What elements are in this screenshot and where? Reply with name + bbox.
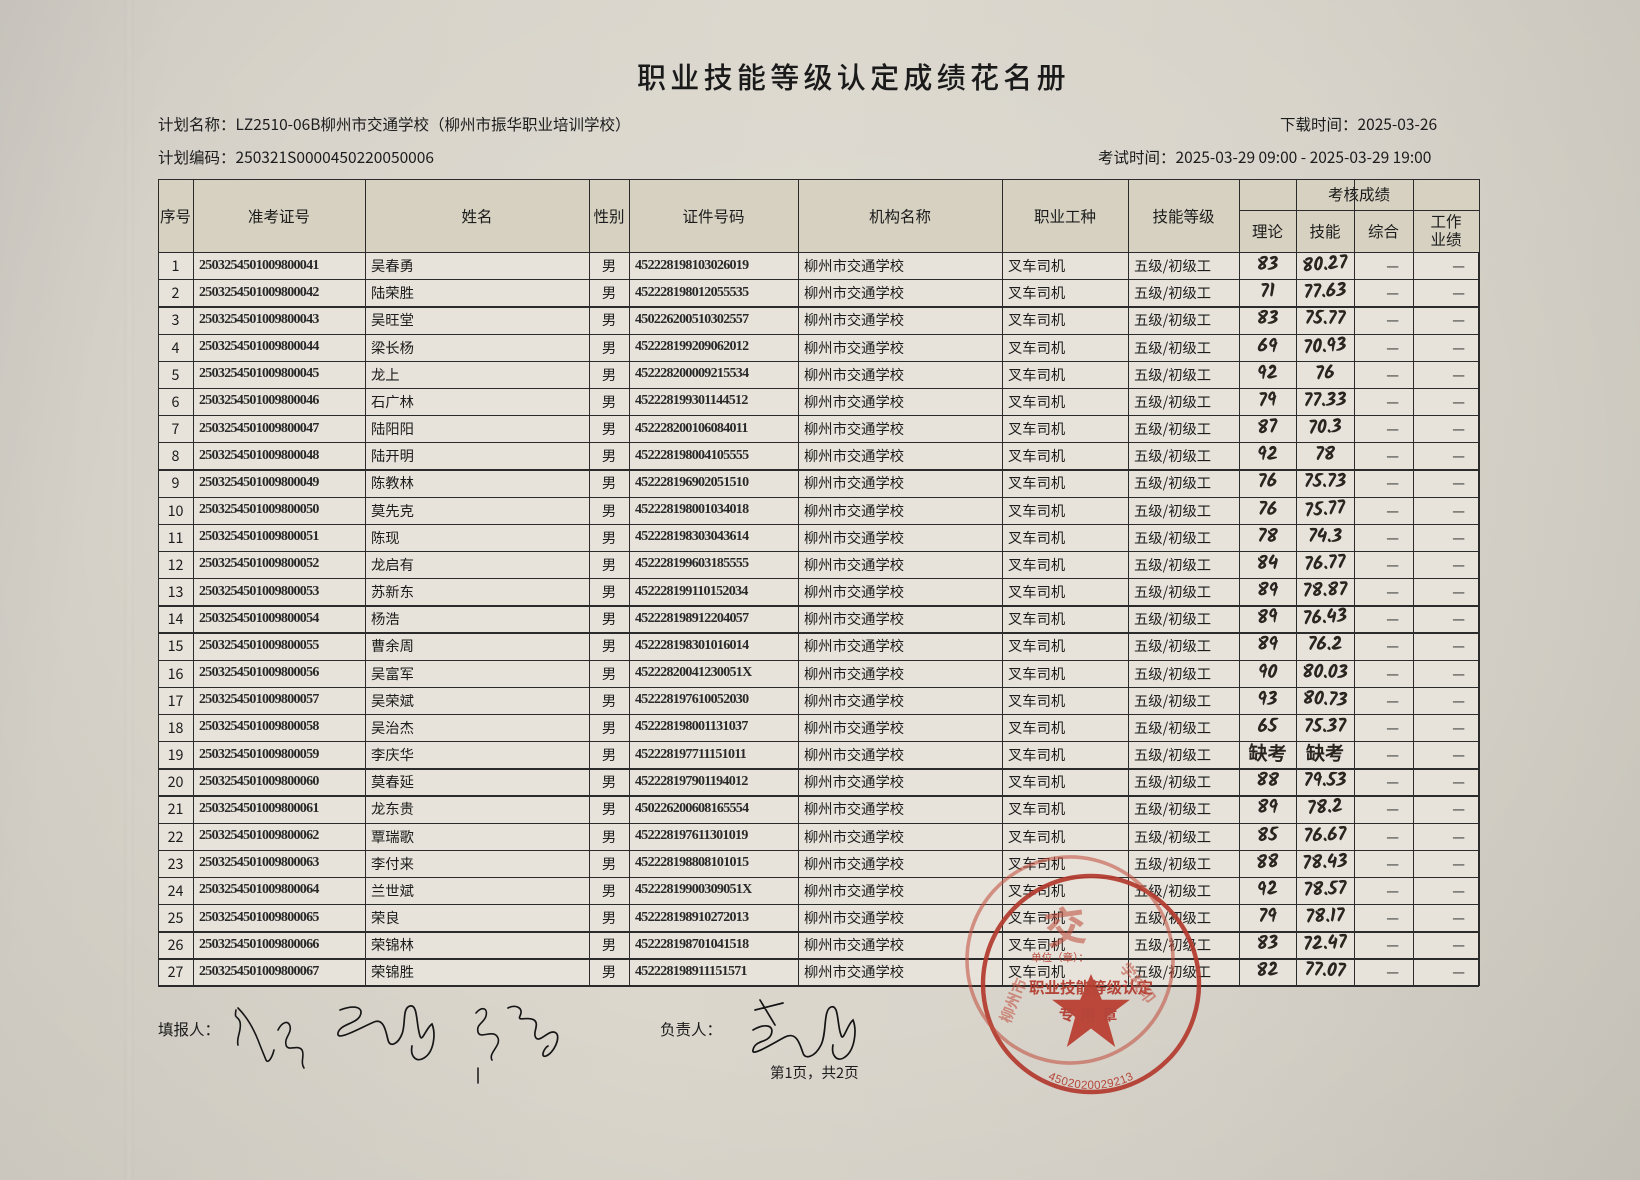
svg-text:学校印: 学校印 [1115,958,1161,1008]
svg-text:交: 交 [1040,892,1090,958]
svg-text:柳州市: 柳州市 [994,975,1032,1026]
